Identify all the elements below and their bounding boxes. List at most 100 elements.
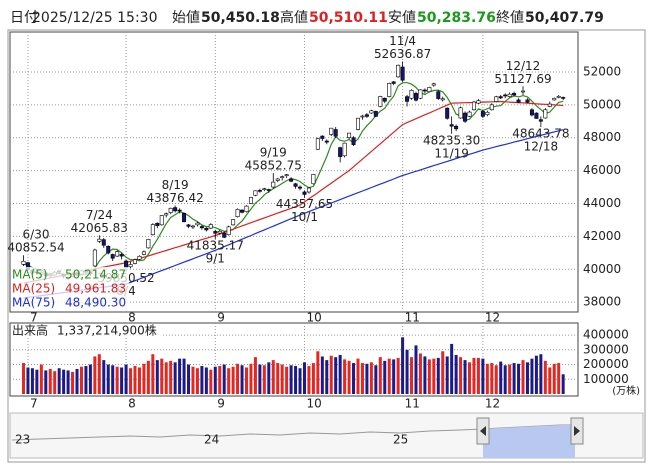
- candle-body: [92, 249, 97, 267]
- candle-body: [164, 213, 169, 216]
- volume-bar: [160, 358, 164, 394]
- candle-body: [422, 89, 427, 92]
- volume-bar: [343, 359, 347, 394]
- candle-body: [547, 103, 552, 107]
- volume-bar: [213, 366, 217, 394]
- volume-bar: [249, 363, 253, 394]
- candle-body: [364, 114, 369, 117]
- y-tick-label: 40000: [583, 262, 621, 276]
- volume-bar: [285, 366, 289, 394]
- candle-body: [311, 174, 316, 185]
- candle-body: [342, 142, 347, 157]
- volume-bar: [307, 366, 311, 394]
- handle-arrow: [480, 426, 486, 436]
- volume-bar: [557, 363, 561, 394]
- price-panel: [9, 31, 579, 313]
- volume-title: 出来高: [12, 323, 48, 338]
- candle-body: [396, 64, 401, 78]
- legend-value: 49,961.83: [65, 282, 126, 296]
- annotation-date: 9/1: [206, 252, 225, 266]
- candle-body: [186, 224, 191, 227]
- volume-bar: [102, 360, 106, 394]
- candle-body: [391, 81, 396, 84]
- candle-body: [110, 254, 115, 259]
- candle-body: [525, 99, 530, 103]
- volume-bar: [35, 369, 39, 394]
- volume-bar: [530, 358, 534, 394]
- volume-bar: [508, 364, 512, 394]
- candle-body: [217, 230, 222, 234]
- y-tick-label: 50000: [583, 97, 621, 111]
- ma-line: [23, 82, 564, 276]
- header-low: 50,283.76: [417, 10, 496, 26]
- annotation-date: 11/19: [434, 146, 469, 160]
- candle-body: [458, 107, 463, 119]
- volume-bar: [218, 366, 222, 394]
- volume-bar: [39, 364, 43, 394]
- candle-body: [324, 140, 329, 143]
- legend-box: [11, 267, 129, 311]
- y-tick-label: 400000: [583, 328, 629, 342]
- navigator-range: [483, 425, 575, 458]
- candle-body: [190, 225, 195, 228]
- volume-bar: [222, 364, 226, 394]
- volume-bar: [378, 357, 382, 394]
- volume-bar: [195, 368, 199, 394]
- volume-bar: [329, 355, 333, 394]
- annotation-value: 42065.83: [71, 221, 128, 235]
- legend-name: MA(25): [12, 282, 55, 296]
- volume-bar: [294, 366, 298, 394]
- candle-body: [467, 111, 472, 117]
- volume-bar: [22, 363, 25, 394]
- candle-body: [159, 215, 164, 226]
- volume-bar: [258, 364, 262, 394]
- candle-body: [338, 147, 343, 157]
- volume-bar: [97, 354, 101, 394]
- volume-bar: [75, 368, 79, 394]
- volume-bar: [432, 358, 436, 394]
- x-tick-label: 12: [485, 397, 500, 411]
- annotation-value: 40852.54: [7, 241, 64, 255]
- candle-body: [141, 251, 146, 255]
- candle-body: [128, 264, 133, 268]
- x-tick-label: 10: [306, 311, 321, 325]
- annotation-date: 8/19: [162, 178, 189, 192]
- candle-body: [463, 112, 468, 122]
- volume-bar: [240, 365, 244, 394]
- annotation-value: 48643.78: [512, 127, 569, 141]
- candle-body: [543, 109, 548, 119]
- y-tick-label: 38000: [583, 295, 621, 309]
- y-tick-label: 48000: [583, 130, 621, 144]
- volume-bar: [93, 356, 97, 394]
- candle-body: [275, 178, 280, 181]
- y-tick-label: 200000: [583, 357, 629, 371]
- candle-body: [529, 109, 534, 116]
- x-tick-label: 7: [30, 397, 38, 411]
- volume-bar: [289, 365, 293, 394]
- navigator[interactable]: 23 24 25: [9, 412, 644, 459]
- volume-bar: [124, 364, 128, 394]
- candle-body: [231, 219, 236, 226]
- volume-bar: [253, 357, 257, 394]
- annotation-date: 10/1: [291, 210, 318, 224]
- volume-bar: [387, 358, 391, 394]
- candle-body: [97, 238, 102, 242]
- candle-body: [320, 135, 325, 139]
- candle-body: [355, 117, 360, 130]
- volume-bar: [164, 362, 168, 394]
- candle-body: [516, 99, 521, 103]
- annotation-value: 52636.87: [374, 47, 431, 61]
- volume-bar: [445, 356, 449, 394]
- volume-bar: [26, 367, 30, 394]
- volume-bar: [548, 367, 552, 394]
- x-tick-label: 11: [405, 397, 420, 411]
- volume-bar: [227, 368, 231, 394]
- volume-bar: [499, 361, 503, 394]
- candle-body: [253, 190, 258, 196]
- volume-bar: [115, 366, 119, 394]
- annotation-value: 41835.17: [187, 239, 244, 253]
- x-tick-label: 7: [30, 311, 38, 325]
- volume-bar: [338, 354, 342, 394]
- annotation-value: 44357.65: [276, 197, 333, 211]
